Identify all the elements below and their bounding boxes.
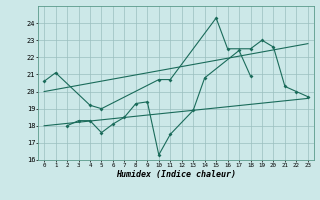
X-axis label: Humidex (Indice chaleur): Humidex (Indice chaleur) <box>116 170 236 179</box>
